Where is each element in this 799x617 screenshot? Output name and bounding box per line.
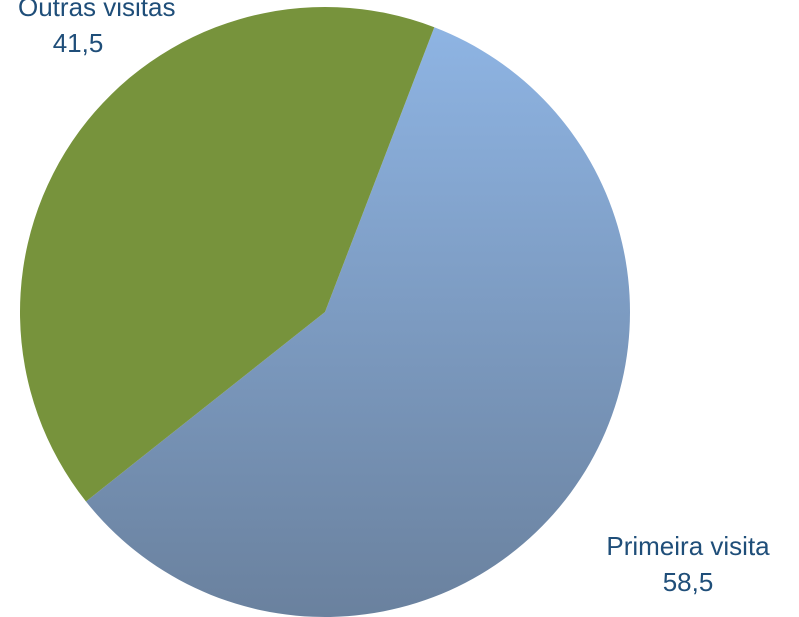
slice-category-label: Outras visitas (18, 0, 176, 22)
pie-slice-primeira-visita (85, 27, 630, 617)
pie-labels: Primeira visita 58,5 Outras visitas 41,5 (18, 0, 770, 597)
slice-value-label: 58,5 (663, 567, 714, 597)
slice-value-label: 41,5 (53, 28, 104, 58)
slice-category-label: Primeira visita (606, 531, 770, 561)
pie-slices (20, 6, 630, 617)
pie-slice-outras-visitas (20, 6, 435, 502)
